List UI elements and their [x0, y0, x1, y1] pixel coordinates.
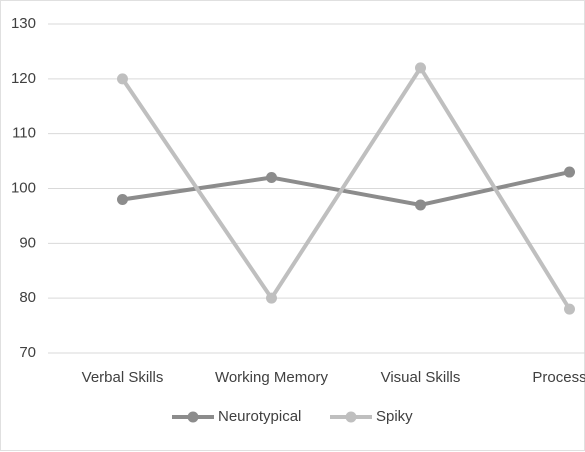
y-tick-label: 100	[11, 179, 36, 196]
x-tick-label: Visual Skills	[381, 369, 461, 386]
data-point	[266, 172, 277, 184]
legend-marker	[187, 411, 199, 423]
legend-label: Neurotypical	[218, 408, 301, 425]
y-tick-label: 130	[11, 15, 36, 32]
y-tick-label: 90	[19, 234, 36, 251]
legend-marker	[345, 411, 357, 423]
data-point	[564, 166, 575, 178]
x-tick-label: Verbal Skills	[82, 369, 164, 386]
data-point	[415, 199, 426, 211]
legend-label: Spiky	[376, 408, 413, 425]
data-point	[564, 303, 575, 315]
y-tick-label: 70	[19, 344, 36, 361]
y-tick-label: 120	[11, 70, 36, 87]
data-point	[266, 292, 277, 304]
y-tick-label: 110	[12, 125, 36, 142]
y-tick-label: 80	[19, 289, 36, 306]
x-tick-label: Processing	[532, 369, 585, 386]
x-tick-label: Working Memory	[215, 369, 329, 386]
series-line	[120, 65, 572, 311]
data-point	[117, 193, 128, 205]
data-point	[415, 62, 426, 74]
data-point	[117, 73, 128, 85]
